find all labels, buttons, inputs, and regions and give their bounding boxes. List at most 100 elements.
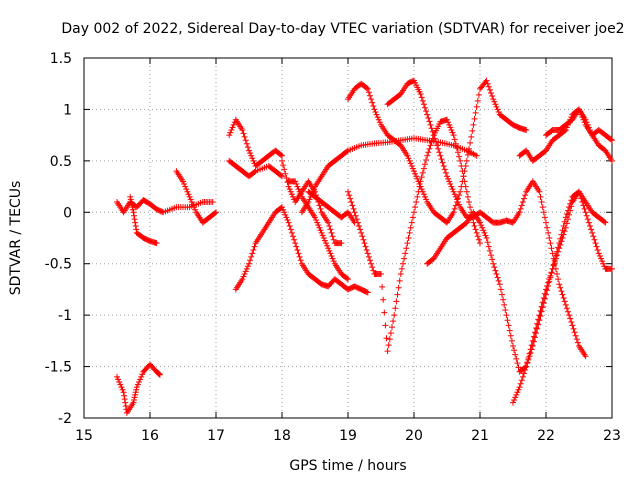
x-tick-label: 21	[471, 428, 489, 444]
data-point	[139, 371, 146, 378]
series-trace-q	[516, 106, 615, 164]
data-point	[128, 201, 135, 208]
data-point	[539, 204, 546, 211]
data-point	[424, 152, 431, 159]
data-point	[446, 121, 453, 128]
data-point	[281, 166, 288, 173]
data-point	[587, 223, 593, 229]
data-point	[537, 193, 544, 200]
data-point	[133, 226, 140, 233]
data-point	[420, 191, 427, 198]
data-point	[285, 183, 292, 190]
data-point	[365, 89, 372, 96]
data-point	[132, 223, 139, 229]
data-point	[356, 223, 362, 229]
data-point	[358, 229, 365, 236]
data-point	[360, 236, 367, 243]
data-point	[420, 165, 427, 172]
data-point	[412, 204, 419, 211]
data-point	[291, 236, 298, 243]
data-point	[480, 227, 487, 234]
data-point	[555, 276, 562, 283]
data-point	[511, 347, 518, 354]
data-point	[539, 304, 546, 311]
data-point	[228, 127, 235, 133]
series-trace-b	[127, 193, 160, 247]
series-trace-g	[232, 204, 371, 296]
data-point	[115, 376, 122, 383]
data-point	[452, 140, 459, 147]
data-point	[134, 381, 141, 388]
data-point	[211, 210, 218, 217]
data-point	[404, 240, 411, 247]
data-point	[467, 139, 474, 146]
data-point	[378, 271, 384, 277]
data-point	[296, 253, 303, 260]
data-point	[249, 155, 256, 162]
data-point	[486, 247, 493, 254]
data-point	[381, 309, 388, 316]
data-point	[405, 155, 412, 162]
series-trace-c	[114, 361, 163, 416]
data-point	[287, 226, 294, 233]
data-point	[328, 229, 335, 236]
data-point	[153, 240, 160, 247]
data-point	[132, 389, 139, 396]
data-point	[563, 305, 570, 312]
data-point	[418, 94, 425, 101]
y-axis-label: SDTVAR / TECUs	[8, 181, 24, 296]
data-point	[596, 253, 603, 259]
data-point	[488, 252, 494, 259]
data-point	[488, 89, 494, 96]
data-point	[279, 173, 285, 180]
data-point	[464, 151, 471, 158]
data-point	[345, 276, 351, 283]
data-point	[609, 137, 615, 144]
data-point	[310, 186, 317, 193]
data-point	[394, 291, 401, 298]
data-point	[491, 264, 498, 271]
data-point	[554, 271, 560, 277]
data-point	[475, 236, 482, 243]
data-point	[519, 199, 526, 205]
data-point	[368, 260, 375, 267]
data-point	[121, 396, 128, 403]
data-point	[395, 284, 402, 291]
data-point	[478, 222, 485, 229]
data-point	[297, 191, 304, 198]
data-point	[316, 202, 323, 209]
data-point	[419, 97, 426, 104]
data-point	[397, 271, 404, 277]
data-point	[540, 209, 547, 216]
data-point	[599, 258, 606, 265]
data-point	[511, 397, 518, 403]
data-point	[246, 147, 252, 154]
data-point	[284, 217, 291, 223]
data-point	[576, 188, 582, 195]
data-point	[467, 204, 474, 211]
data-point	[555, 248, 562, 255]
data-point	[495, 277, 502, 284]
data-point	[541, 295, 548, 302]
data-point	[534, 325, 541, 332]
data-point	[449, 186, 456, 193]
data-point	[572, 332, 579, 339]
data-point	[121, 392, 128, 399]
data-point	[461, 178, 468, 185]
data-point	[590, 233, 597, 240]
data-point	[329, 255, 336, 262]
data-point	[293, 181, 300, 187]
data-point	[418, 174, 425, 181]
data-point	[539, 299, 546, 306]
data-point	[471, 223, 478, 229]
data-point	[501, 301, 508, 308]
data-point	[213, 209, 219, 216]
data-point	[524, 359, 531, 366]
data-point	[504, 317, 511, 324]
data-point	[534, 320, 541, 327]
data-point	[506, 327, 513, 334]
data-point	[577, 109, 584, 115]
data-point	[547, 272, 554, 279]
data-point	[474, 233, 481, 240]
